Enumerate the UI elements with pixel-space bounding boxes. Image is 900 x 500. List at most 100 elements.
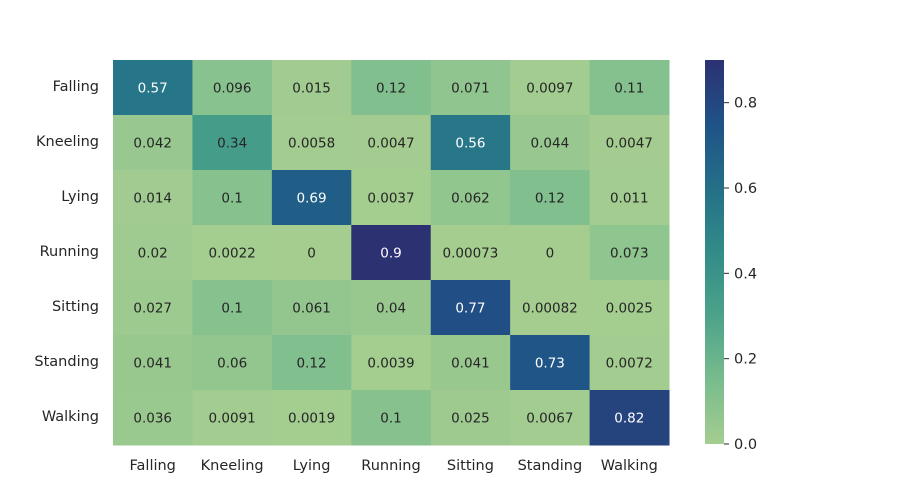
x-tick-labels: Falling Kneeling Lying Running Sitting Standi… xyxy=(130,458,658,474)
cell-value-label: 0.0047 xyxy=(367,136,414,152)
x-tick-label: Standing xyxy=(518,458,583,474)
cell-value-label: 0.1 xyxy=(221,191,242,207)
cell-value-label: 0.11 xyxy=(614,81,644,97)
colorbar-gradient xyxy=(705,60,724,444)
heatmap-cell xyxy=(430,60,511,116)
x-tick-label: Running xyxy=(361,458,420,474)
cell-value-label: 0 xyxy=(546,246,555,262)
cell-value-label: 0.06 xyxy=(217,356,247,372)
colorbar: 0.0 0.2 0.4 0.6 0.8 xyxy=(705,60,757,453)
cell-value-label: 0.011 xyxy=(610,191,649,207)
cell-value-label: 0.0067 xyxy=(526,411,573,427)
cell-value-label: 0.02 xyxy=(138,246,168,262)
heatmap-cell xyxy=(351,335,432,391)
heatmap-cell xyxy=(271,335,352,391)
cell-value-label: 0.041 xyxy=(133,356,172,372)
heatmap-cell xyxy=(589,60,670,116)
heatmap-cell xyxy=(430,335,511,391)
cell-value-label: 0.0072 xyxy=(606,356,653,372)
heatmap-cell xyxy=(351,170,432,226)
cell-value-label: 0.0022 xyxy=(209,246,256,262)
cell-value-label: 0.04 xyxy=(376,301,406,317)
heatmap-cell xyxy=(113,115,193,171)
heatmap-cell xyxy=(271,115,352,171)
cell-value-label: 0.062 xyxy=(451,191,490,207)
x-tick-label: Sitting xyxy=(447,458,494,474)
cell-value-label: 0.0037 xyxy=(367,191,414,207)
cell-value-label: 0.0058 xyxy=(288,136,335,152)
cell-value-label: 0.34 xyxy=(217,136,247,152)
heatmap-cell xyxy=(430,170,511,226)
cell-value-label: 0.00073 xyxy=(443,246,499,262)
colorbar-tick-label: 0.6 xyxy=(734,181,757,197)
cell-value-label: 0.0025 xyxy=(606,301,653,317)
heatmap-cell xyxy=(113,280,193,336)
y-tick-label: Walking xyxy=(42,409,99,425)
cell-value-label: 0.073 xyxy=(610,246,649,262)
heatmap-cell xyxy=(271,390,352,446)
heatmap-cell xyxy=(351,60,432,116)
heatmap-cell xyxy=(271,60,352,116)
heatmap-cell xyxy=(589,225,670,281)
heatmap-cell xyxy=(430,115,511,171)
cell-value-label: 0.12 xyxy=(376,81,406,97)
heatmap-cell xyxy=(510,390,591,446)
heatmap-cell xyxy=(192,225,273,281)
cell-value-label: 0 xyxy=(307,246,316,262)
heatmap-cell xyxy=(192,390,273,446)
heatmap-cell xyxy=(510,170,591,226)
x-tick-label: Kneeling xyxy=(201,458,264,474)
heatmap-cell xyxy=(192,115,273,171)
heatmap-cell xyxy=(192,170,273,226)
heatmap-cell xyxy=(192,60,273,116)
heatmap-cell xyxy=(589,390,670,446)
heatmap-cell xyxy=(510,225,591,281)
heatmap-cell xyxy=(192,335,273,391)
cell-value-label: 0.56 xyxy=(455,136,485,152)
cell-value-label: 0.015 xyxy=(292,81,331,97)
cell-value-label: 0.096 xyxy=(213,81,252,97)
cell-value-label: 0.0047 xyxy=(606,136,653,152)
y-tick-label: Lying xyxy=(61,189,99,205)
heatmap-cell xyxy=(589,170,670,226)
colorbar-tick-label: 0.0 xyxy=(734,437,757,453)
cell-value-label: 0.9 xyxy=(380,246,401,262)
cell-value-label: 0.0097 xyxy=(526,81,573,97)
cell-value-label: 0.12 xyxy=(535,191,565,207)
heatmap-cells: 0.57 0.096 0.015 0.12 0.071 0.0097 0.11 0.042 0.… xyxy=(113,60,670,446)
heatmap-cell xyxy=(113,335,193,391)
cell-value-label: 0.036 xyxy=(133,411,172,427)
cell-value-label: 0.0019 xyxy=(288,411,335,427)
heatmap-cell xyxy=(113,390,193,446)
y-tick-label: Kneeling xyxy=(36,134,99,150)
colorbar-tick-label: 0.4 xyxy=(734,266,757,282)
y-tick-label: Sitting xyxy=(52,299,99,315)
heatmap-cell xyxy=(351,115,432,171)
y-tick-label: Falling xyxy=(53,79,99,95)
cell-value-label: 0.044 xyxy=(531,136,570,152)
cell-value-label: 0.1 xyxy=(380,411,401,427)
cell-value-label: 0.77 xyxy=(455,301,485,317)
heatmap-cell xyxy=(510,280,591,336)
heatmap-cell xyxy=(589,335,670,391)
colorbar-tick-label: 0.8 xyxy=(734,96,757,112)
cell-value-label: 0.014 xyxy=(133,191,172,207)
x-tick-label: Lying xyxy=(293,458,331,474)
cell-value-label: 0.041 xyxy=(451,356,490,372)
heatmap-cell xyxy=(430,280,511,336)
heatmap-cell xyxy=(113,60,193,116)
cell-value-label: 0.025 xyxy=(451,411,490,427)
cell-value-label: 0.00082 xyxy=(522,301,578,317)
heatmap-cell xyxy=(589,280,670,336)
y-tick-labels: Falling Kneeling Lying Running Sitting Standi… xyxy=(34,79,99,425)
y-tick-label: Running xyxy=(40,244,99,260)
heatmap-cell xyxy=(351,280,432,336)
heatmap-cell xyxy=(113,170,193,226)
heatmap-cell xyxy=(271,170,352,226)
heatmap-cell xyxy=(271,225,352,281)
x-tick-label: Falling xyxy=(130,458,176,474)
heatmap-cell xyxy=(510,60,591,116)
cell-value-label: 0.0039 xyxy=(367,356,414,372)
